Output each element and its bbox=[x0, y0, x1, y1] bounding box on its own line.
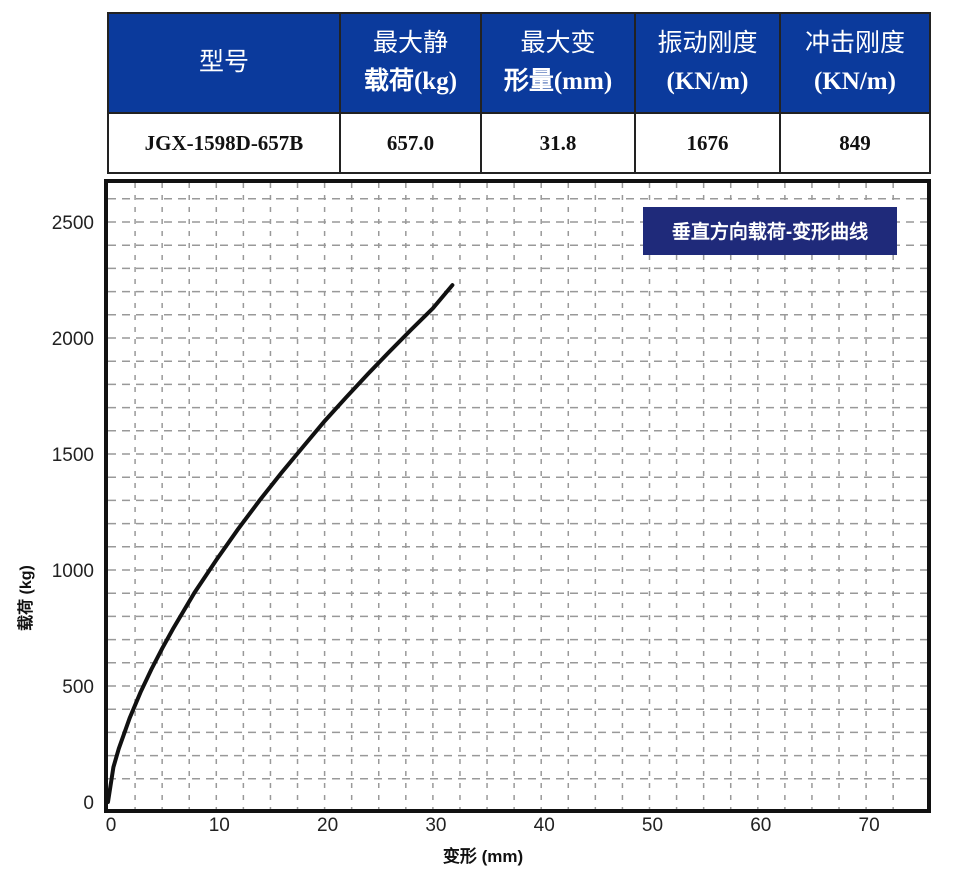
series-line bbox=[106, 283, 455, 804]
x-tick-label: 70 bbox=[859, 815, 880, 836]
x-tick-label: 10 bbox=[209, 815, 230, 836]
chart-title: 垂直方向载荷-变形曲线 bbox=[672, 220, 868, 243]
header-unit: 载荷(kg) bbox=[363, 68, 458, 95]
x-tick-label: 40 bbox=[534, 815, 555, 836]
x-tick-label: 0 bbox=[106, 815, 117, 836]
header-text: 最大静 bbox=[372, 30, 448, 57]
spec-table-header: 型号 最大静载荷(kg) 最大变形量(mm) 振动刚度 (KN/m) 冲击刚度 (K… bbox=[107, 12, 931, 114]
x-tick-label: 60 bbox=[750, 815, 771, 836]
grid bbox=[108, 183, 928, 810]
y-axis-label: 载荷 (kg) bbox=[17, 565, 35, 631]
header-text: 冲击刚度 bbox=[804, 30, 905, 57]
header-impact-stiffness: 冲击刚度 (KN/m) bbox=[779, 12, 931, 114]
y-tick-label: 500 bbox=[62, 677, 94, 698]
cell-impact-stiffness: 849 bbox=[779, 112, 931, 174]
y-tick-label: 1500 bbox=[52, 445, 94, 466]
x-tick-label: 50 bbox=[642, 815, 663, 836]
header-text: 最大变 bbox=[520, 30, 596, 57]
x-tick-label: 30 bbox=[425, 815, 446, 836]
x-axis-label: 变形 (mm) bbox=[443, 846, 523, 866]
header-unit: (KN/m) bbox=[666, 68, 749, 95]
header-text: 振动刚度 bbox=[657, 30, 758, 57]
header-text: 型号 bbox=[198, 49, 249, 76]
cell-max-deformation: 31.8 bbox=[480, 112, 636, 174]
y-tick-label: 2500 bbox=[52, 213, 94, 234]
y-tick-label: 2000 bbox=[52, 329, 94, 350]
header-unit: 形量(mm) bbox=[503, 68, 613, 95]
plot-frame bbox=[104, 179, 931, 813]
header-max-static-load: 最大静载荷(kg) bbox=[339, 12, 482, 114]
tick-labels: 0 10 20 30 40 50 60 70 0 500 1000 1500 2000 2500 bbox=[52, 213, 880, 836]
title-box bbox=[643, 207, 897, 255]
spec-table: 型号 最大静载荷(kg) 最大变形量(mm) 振动刚度 (KN/m) 冲击刚度 (K… bbox=[107, 12, 931, 174]
y-tick-label: 0 bbox=[83, 793, 94, 814]
cell-vibration-stiffness: 1676 bbox=[634, 112, 781, 174]
cell-model: JGX-1598D-657B bbox=[107, 112, 341, 174]
header-model: 型号 bbox=[107, 12, 341, 114]
y-tick-label: 1000 bbox=[52, 561, 94, 582]
table-row: JGX-1598D-657B 657.0 31.8 1676 849 bbox=[107, 112, 931, 174]
header-max-deformation: 最大变形量(mm) bbox=[480, 12, 636, 114]
x-tick-label: 20 bbox=[317, 815, 338, 836]
header-unit: (KN/m) bbox=[814, 68, 896, 95]
header-vibration-stiffness: 振动刚度 (KN/m) bbox=[634, 12, 781, 114]
cell-max-static-load: 657.0 bbox=[339, 112, 482, 174]
